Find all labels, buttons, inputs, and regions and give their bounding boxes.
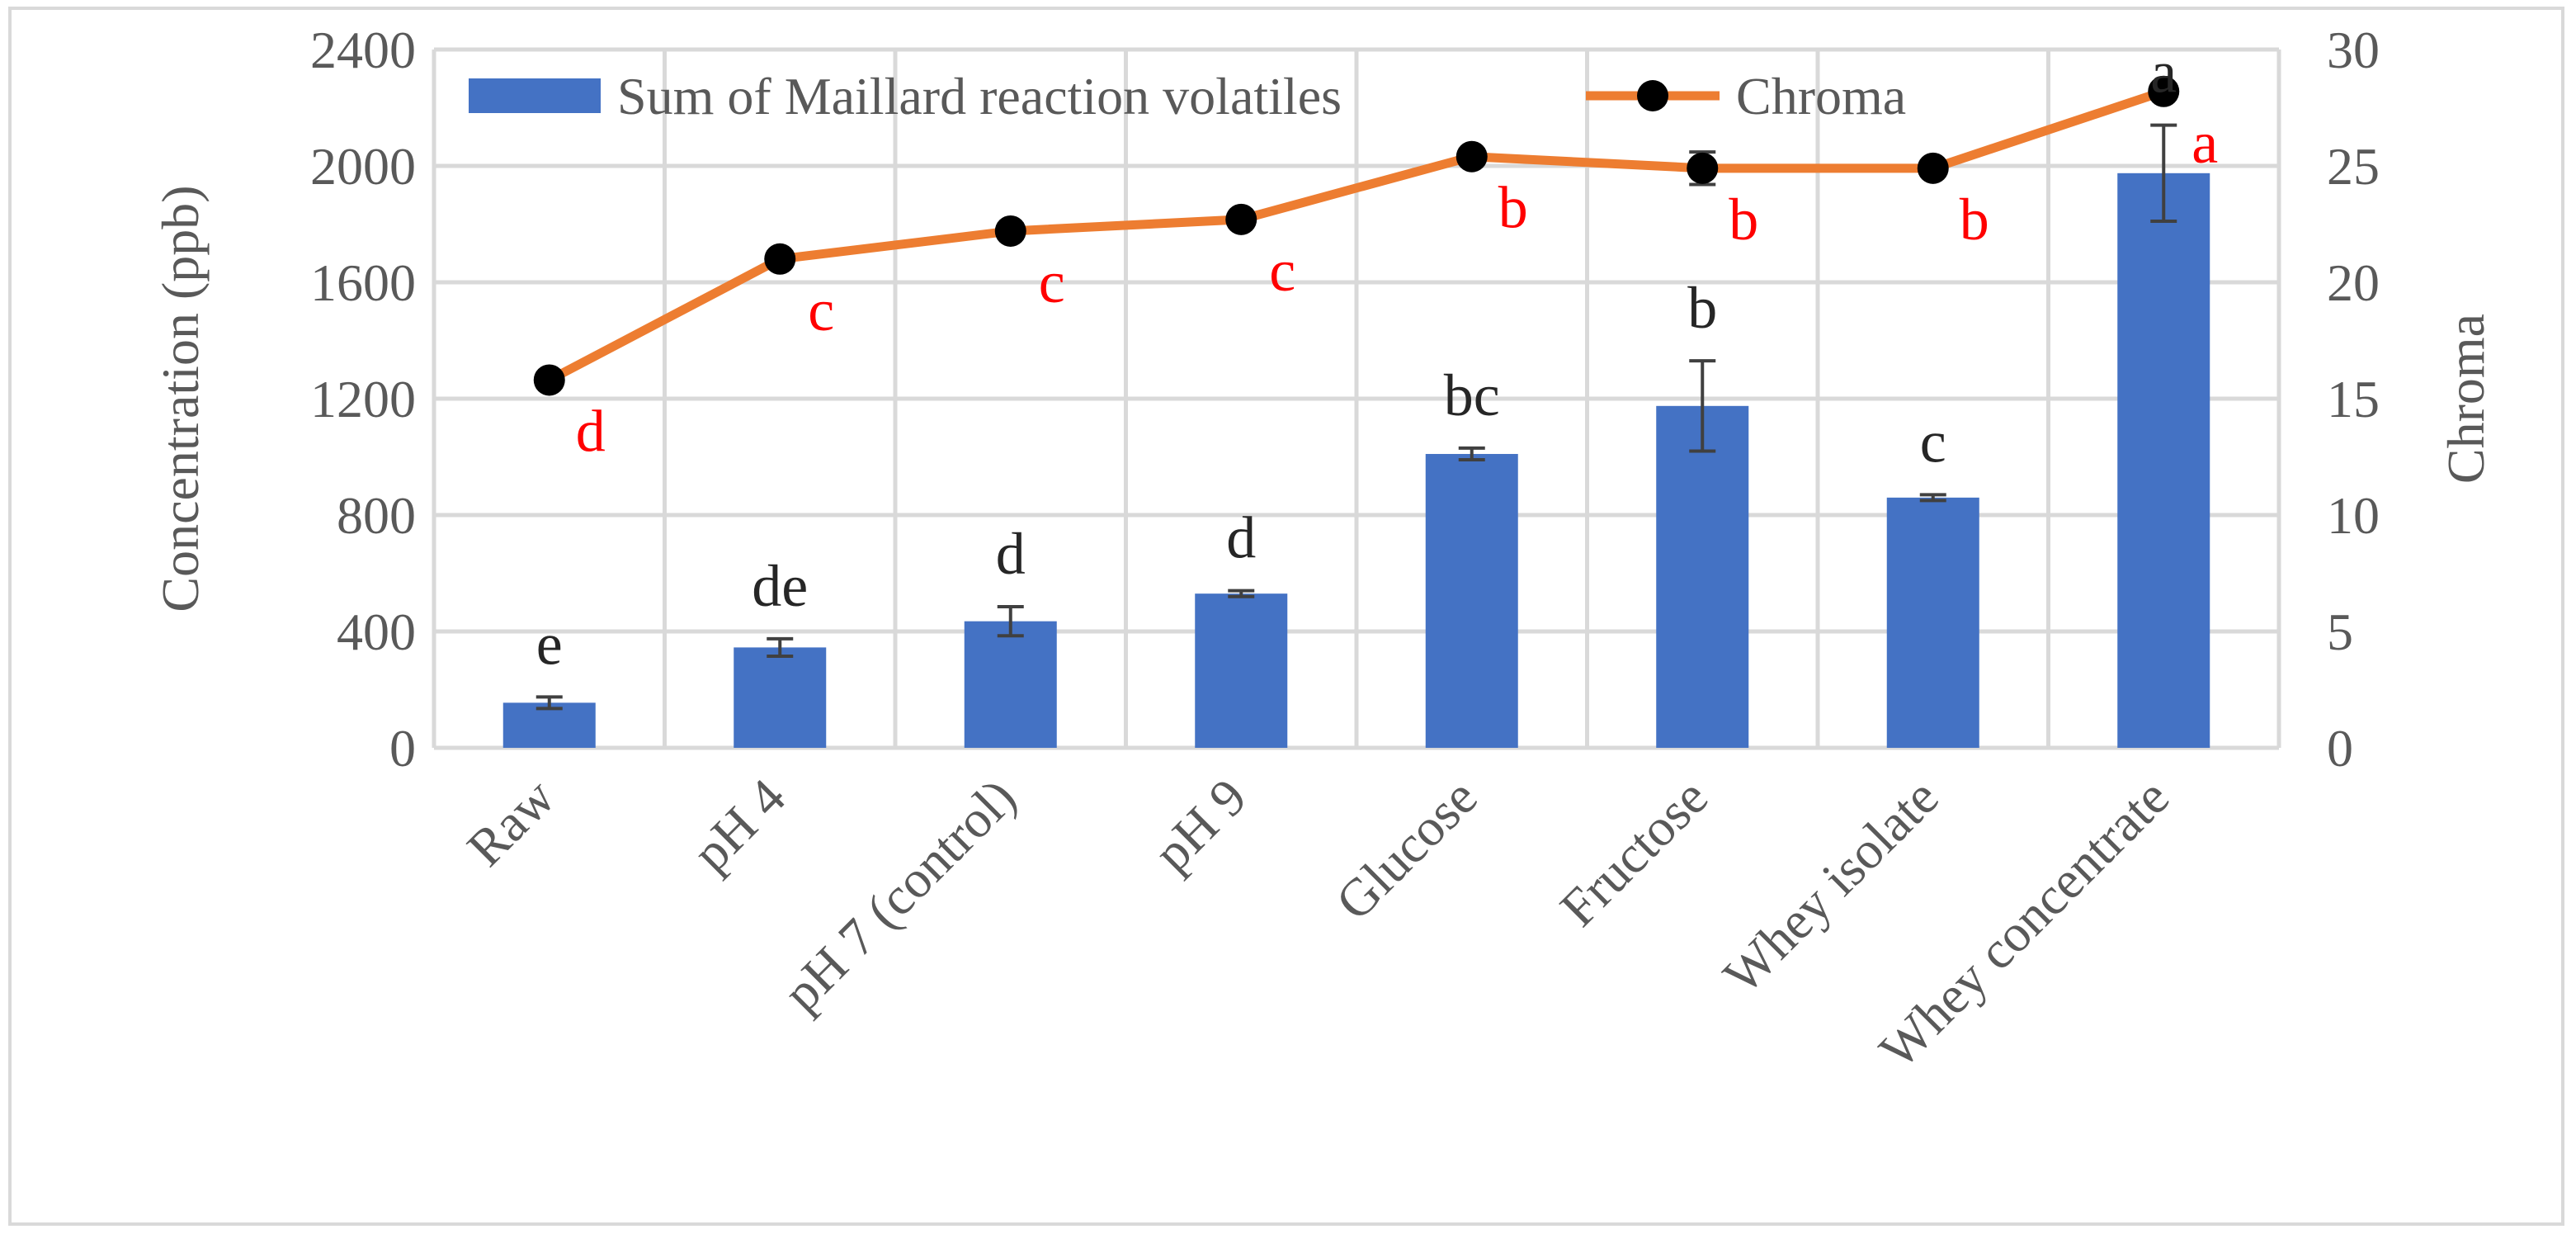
y2-axis-title: Chroma (2437, 314, 2495, 484)
bar-series (502, 173, 2210, 748)
bar (1425, 453, 1518, 748)
chroma-marker (1917, 152, 1949, 184)
x-tick-label: Whey isolate (1712, 768, 1950, 1005)
chroma-marker (2148, 75, 2180, 107)
gridlines (432, 47, 2281, 750)
bar-significance-letter: d (996, 521, 1026, 587)
y2-tick-label: 25 (2327, 137, 2380, 196)
bar-significance-letter: d (1226, 505, 1256, 571)
chroma-significance-letter: b (1960, 187, 1989, 253)
y2-tick-label: 5 (2327, 603, 2353, 661)
bar-significance-letter: bc (1444, 362, 1500, 428)
chroma-line-series (533, 75, 2180, 396)
bar (734, 647, 827, 748)
x-tick-label: Fructose (1549, 768, 1719, 938)
bar (502, 702, 596, 748)
y-tick-label: 2400 (310, 21, 416, 79)
chroma-significance-letter: d (576, 398, 606, 464)
chroma-marker (1225, 203, 1257, 235)
y2-tick-label: 10 (2327, 486, 2380, 545)
chroma-marker (764, 243, 796, 275)
x-tick-label: Raw (455, 768, 565, 877)
y-axis-title: Concentration (ppb) (151, 185, 210, 612)
y-tick-label: 1600 (310, 253, 416, 312)
x-tick-label: Glucose (1324, 768, 1488, 931)
legend-bar-label: Sum of Maillard reaction volatiles (617, 67, 1342, 125)
chroma-marker (994, 215, 1026, 247)
chroma-marker (1455, 140, 1488, 173)
x-tick-label: pH 9 (1143, 768, 1257, 882)
bar-significance-letter: c (1920, 409, 1946, 475)
chroma-significance-letter: b (1729, 187, 1758, 253)
y-tick-label: 800 (337, 486, 416, 545)
y-tick-label: 400 (337, 603, 416, 661)
y-tick-label: 0 (389, 719, 416, 778)
x-tick-label: pH 4 (682, 768, 796, 882)
bar-significance-letter: de (752, 553, 808, 619)
chroma-marker (1687, 152, 1719, 184)
y2-tick-label: 15 (2327, 370, 2380, 428)
bar (1656, 405, 1749, 748)
y2-tick-label: 30 (2327, 21, 2380, 79)
chroma-significance-letter: c (1269, 238, 1295, 304)
bar-significance-letter: b (1687, 275, 1717, 341)
legend-line-marker (1637, 80, 1668, 111)
chroma-significance-letter: a (2191, 110, 2218, 176)
legend-line-label: Chroma (1736, 67, 1906, 125)
y2-tick-label: 20 (2327, 253, 2380, 312)
x-tick-label: pH 7 (control) (772, 768, 1027, 1023)
y2-tick-label: 0 (2327, 719, 2353, 778)
bar-significance-letter: a (2150, 40, 2177, 106)
chroma-marker (533, 364, 565, 396)
bar (1195, 593, 1288, 748)
legend: Sum of Maillard reaction volatiles Chroma (469, 67, 1906, 125)
chroma-line (545, 87, 2168, 385)
chroma-significance-letter: c (808, 277, 834, 343)
bar (2117, 173, 2210, 748)
legend-bar-swatch (469, 78, 601, 113)
chroma-significance-letter: b (1498, 175, 1528, 241)
bar (964, 621, 1057, 748)
y-tick-label: 2000 (310, 137, 416, 196)
bar-significance-letter: e (536, 611, 563, 677)
chroma-significance-letter: c (1039, 249, 1065, 315)
y-tick-label: 1200 (310, 370, 416, 428)
bar-error-bars (535, 123, 2177, 711)
bar (1886, 497, 1979, 748)
